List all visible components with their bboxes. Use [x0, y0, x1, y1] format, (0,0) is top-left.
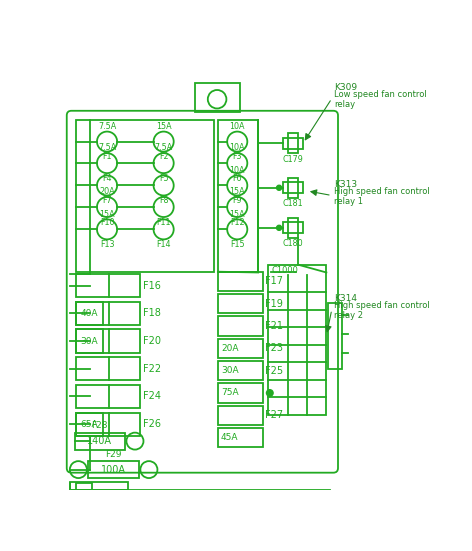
Text: 7.5A: 7.5A	[98, 122, 116, 131]
Text: 45A: 45A	[221, 433, 238, 442]
Text: 10A: 10A	[229, 143, 245, 153]
Bar	[328, 303, 342, 369]
Bar	[76, 329, 140, 353]
Bar	[76, 302, 103, 325]
Bar	[76, 329, 103, 353]
Text: 30A: 30A	[221, 366, 239, 375]
Text: F3: F3	[233, 153, 242, 161]
Text: F23: F23	[265, 343, 283, 353]
Text: 15A: 15A	[99, 209, 115, 219]
Text: F7: F7	[102, 196, 112, 206]
Bar	[218, 406, 263, 425]
Bar	[76, 413, 103, 436]
Bar	[218, 361, 263, 380]
Text: F28: F28	[92, 422, 108, 430]
Bar	[218, 316, 263, 336]
Text: 10A: 10A	[229, 166, 245, 175]
Text: F5: F5	[159, 174, 169, 183]
Text: F26: F26	[143, 419, 161, 429]
Bar	[75, 433, 125, 450]
Text: High speed fan control
relay 1: High speed fan control relay 1	[334, 187, 430, 207]
Text: F1: F1	[102, 153, 112, 161]
Text: 15A: 15A	[229, 209, 245, 219]
Bar	[76, 357, 140, 380]
Text: F29: F29	[105, 450, 122, 459]
Bar	[218, 383, 263, 403]
Text: F9: F9	[232, 196, 242, 206]
Circle shape	[267, 390, 273, 396]
Text: F18: F18	[143, 309, 161, 318]
Text: C180: C180	[283, 239, 303, 249]
Text: 15A: 15A	[229, 187, 245, 196]
Text: F20: F20	[143, 336, 161, 346]
Bar	[287, 218, 298, 238]
Text: F8: F8	[159, 196, 169, 206]
Text: F4: F4	[102, 174, 112, 183]
Text: 7.5A: 7.5A	[98, 143, 116, 153]
Bar	[218, 120, 258, 273]
Bar	[76, 483, 92, 490]
Text: 20A: 20A	[99, 187, 115, 196]
Text: K314: K314	[334, 294, 357, 303]
Bar	[218, 294, 263, 314]
Text: F13: F13	[100, 240, 114, 249]
Text: F6: F6	[233, 174, 242, 183]
Text: C181: C181	[283, 199, 303, 208]
Text: F22: F22	[143, 364, 161, 374]
Text: F14: F14	[156, 240, 171, 249]
Text: F16: F16	[143, 280, 161, 290]
Text: F12: F12	[230, 218, 244, 227]
Text: F10: F10	[100, 218, 114, 227]
Text: F19: F19	[265, 299, 283, 309]
Bar	[76, 274, 140, 297]
Text: F25: F25	[265, 366, 283, 376]
Text: 40A: 40A	[80, 309, 98, 318]
Bar	[283, 223, 303, 233]
Bar	[194, 83, 240, 112]
Text: F15: F15	[230, 240, 244, 249]
Text: K309: K309	[334, 83, 357, 92]
Bar	[218, 428, 263, 447]
Text: F21: F21	[265, 321, 283, 331]
Text: F2: F2	[159, 153, 169, 161]
Text: 20A: 20A	[221, 344, 238, 353]
Text: 7.5A: 7.5A	[154, 143, 173, 153]
Text: 140A: 140A	[87, 436, 112, 446]
Bar	[76, 302, 140, 325]
Text: 15A: 15A	[156, 122, 171, 131]
Bar	[287, 178, 298, 198]
Text: High speed fan control
relay 2: High speed fan control relay 2	[334, 301, 430, 320]
Text: K313: K313	[334, 180, 357, 189]
Bar	[268, 265, 326, 415]
Text: 30A: 30A	[80, 337, 98, 345]
Circle shape	[277, 186, 281, 190]
Bar	[88, 461, 139, 478]
Text: 100A: 100A	[101, 464, 126, 474]
Text: C1000: C1000	[271, 266, 298, 276]
Bar	[76, 413, 140, 436]
Bar	[70, 482, 128, 490]
Text: F27: F27	[265, 410, 283, 420]
Bar	[76, 385, 140, 408]
Bar	[218, 272, 263, 291]
Text: F11: F11	[156, 218, 171, 227]
Bar	[283, 138, 303, 149]
Circle shape	[277, 225, 281, 230]
Text: 75A: 75A	[221, 388, 239, 397]
Text: 65A: 65A	[80, 420, 98, 429]
Text: 10A: 10A	[229, 122, 245, 131]
Text: F17: F17	[265, 277, 283, 287]
Bar	[287, 133, 298, 153]
Text: Low speed fan control
relay: Low speed fan control relay	[334, 90, 427, 110]
Bar	[283, 182, 303, 193]
Text: F24: F24	[143, 391, 161, 402]
Bar	[76, 120, 214, 273]
Bar	[218, 339, 263, 358]
Text: C179: C179	[283, 155, 304, 164]
